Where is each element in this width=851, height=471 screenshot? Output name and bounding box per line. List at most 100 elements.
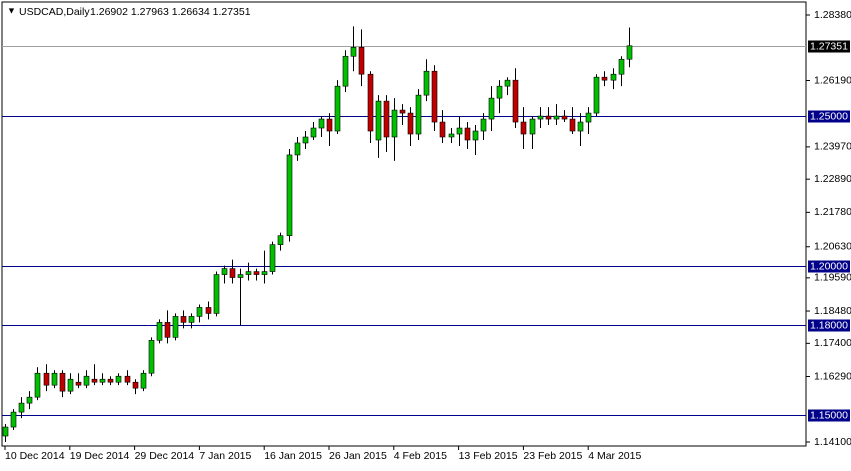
y-tick-label: 1.23970 xyxy=(814,141,851,153)
candle-body xyxy=(318,118,325,129)
level-label-box xyxy=(808,110,850,123)
candle-body xyxy=(148,340,155,374)
candle-body xyxy=(367,73,374,132)
candle-body xyxy=(415,94,422,135)
candle-body xyxy=(480,118,487,132)
candle-body xyxy=(172,316,179,338)
candle-body xyxy=(561,115,568,120)
price-label: 1.27351 xyxy=(810,40,848,52)
candle-body xyxy=(59,372,66,392)
candle-body xyxy=(107,378,114,383)
candle-body xyxy=(334,85,341,132)
candle-body xyxy=(115,375,122,383)
x-tick-label: 10 Dec 2014 xyxy=(5,450,65,462)
y-tick-label: 1.22890 xyxy=(814,173,851,185)
candle-body xyxy=(75,381,82,386)
y-tick-label: 1.17400 xyxy=(814,337,851,349)
x-tick-label: 23 Feb 2015 xyxy=(523,450,582,462)
candle-body xyxy=(350,46,357,57)
plot-frame xyxy=(1,1,807,447)
y-tick-label: 1.28380 xyxy=(814,9,851,21)
candle-body xyxy=(399,109,406,114)
candle-body xyxy=(286,154,293,236)
level-label: 1.15000 xyxy=(810,409,848,421)
level-label-box xyxy=(808,409,850,422)
candle-body xyxy=(537,115,544,120)
x-tick-label: 26 Jan 2015 xyxy=(329,450,387,462)
x-tick-label: 19 Dec 2014 xyxy=(70,450,130,462)
candle-body xyxy=(237,274,244,278)
candle-body xyxy=(2,426,9,437)
candle-body xyxy=(358,46,365,75)
candle-body xyxy=(196,307,203,317)
candle-body xyxy=(164,322,171,338)
y-tick-label: 1.18480 xyxy=(814,305,851,317)
candle-body xyxy=(205,307,212,314)
candle-body xyxy=(391,109,398,138)
candle-body xyxy=(26,396,33,404)
candle-body xyxy=(10,411,17,428)
candle-body xyxy=(269,244,276,272)
x-tick-label: 16 Jan 2015 xyxy=(264,450,322,462)
candle-body xyxy=(407,112,414,135)
candle-body xyxy=(464,127,471,141)
y-tick-label: 1.21780 xyxy=(814,206,851,218)
x-tick-label: 4 Feb 2015 xyxy=(394,450,447,462)
candle-body xyxy=(140,372,147,389)
x-tick-label: 4 Mar 2015 xyxy=(588,450,641,462)
candle-body xyxy=(593,76,600,114)
candle-body xyxy=(18,402,25,413)
candle-body xyxy=(221,268,228,275)
candle-body xyxy=(34,372,41,398)
menu-arrow[interactable]: ▼ xyxy=(7,5,16,15)
candle-body xyxy=(375,100,382,141)
y-tick-label: 1.16290 xyxy=(814,370,851,382)
level-label: 1.18000 xyxy=(810,319,848,331)
candle-body xyxy=(512,79,519,123)
candle-body xyxy=(213,274,220,314)
candle-body xyxy=(326,118,333,132)
candle-body xyxy=(294,142,301,156)
candle-body xyxy=(156,322,163,341)
level-label-box xyxy=(808,260,850,273)
candle-body xyxy=(456,127,463,135)
candle-body xyxy=(342,55,349,87)
y-tick-label: 1.19590 xyxy=(814,272,851,284)
candle-body xyxy=(488,97,495,120)
candle-body xyxy=(577,121,584,132)
level-label: 1.25000 xyxy=(810,110,848,122)
candle-body xyxy=(423,70,430,96)
candle-body xyxy=(383,100,390,138)
y-tick-label: 1.14100 xyxy=(814,436,851,448)
candle-body xyxy=(124,375,131,383)
level-label: 1.20000 xyxy=(810,260,848,272)
price-label-box xyxy=(808,40,850,53)
candle-body xyxy=(132,381,139,389)
candle-body xyxy=(277,235,284,245)
candle-body xyxy=(253,271,260,275)
candle-body xyxy=(67,378,74,392)
candle-body xyxy=(585,112,592,123)
candle-body xyxy=(496,85,503,99)
y-tick-label: 1.26190 xyxy=(814,74,851,86)
candle-body xyxy=(472,130,479,141)
candle-body xyxy=(51,372,58,386)
candle-body xyxy=(91,378,98,383)
candle-body xyxy=(610,73,617,81)
candle-body xyxy=(431,70,438,123)
candle-body xyxy=(601,76,608,81)
candle-body xyxy=(504,79,511,87)
candle-body xyxy=(302,136,309,144)
candle-body xyxy=(569,118,576,132)
y-tick-label: 1.20630 xyxy=(814,241,851,253)
candle-body xyxy=(229,268,236,278)
candle-body xyxy=(188,316,195,323)
chart-title: USDCAD,Daily xyxy=(19,6,90,18)
candle-body xyxy=(545,115,552,120)
candle-body xyxy=(99,378,106,383)
ohlc-readout: 1.26902 1.27963 1.26634 1.27351 xyxy=(90,6,251,18)
candle-body xyxy=(618,58,625,75)
candle-body xyxy=(83,375,90,386)
